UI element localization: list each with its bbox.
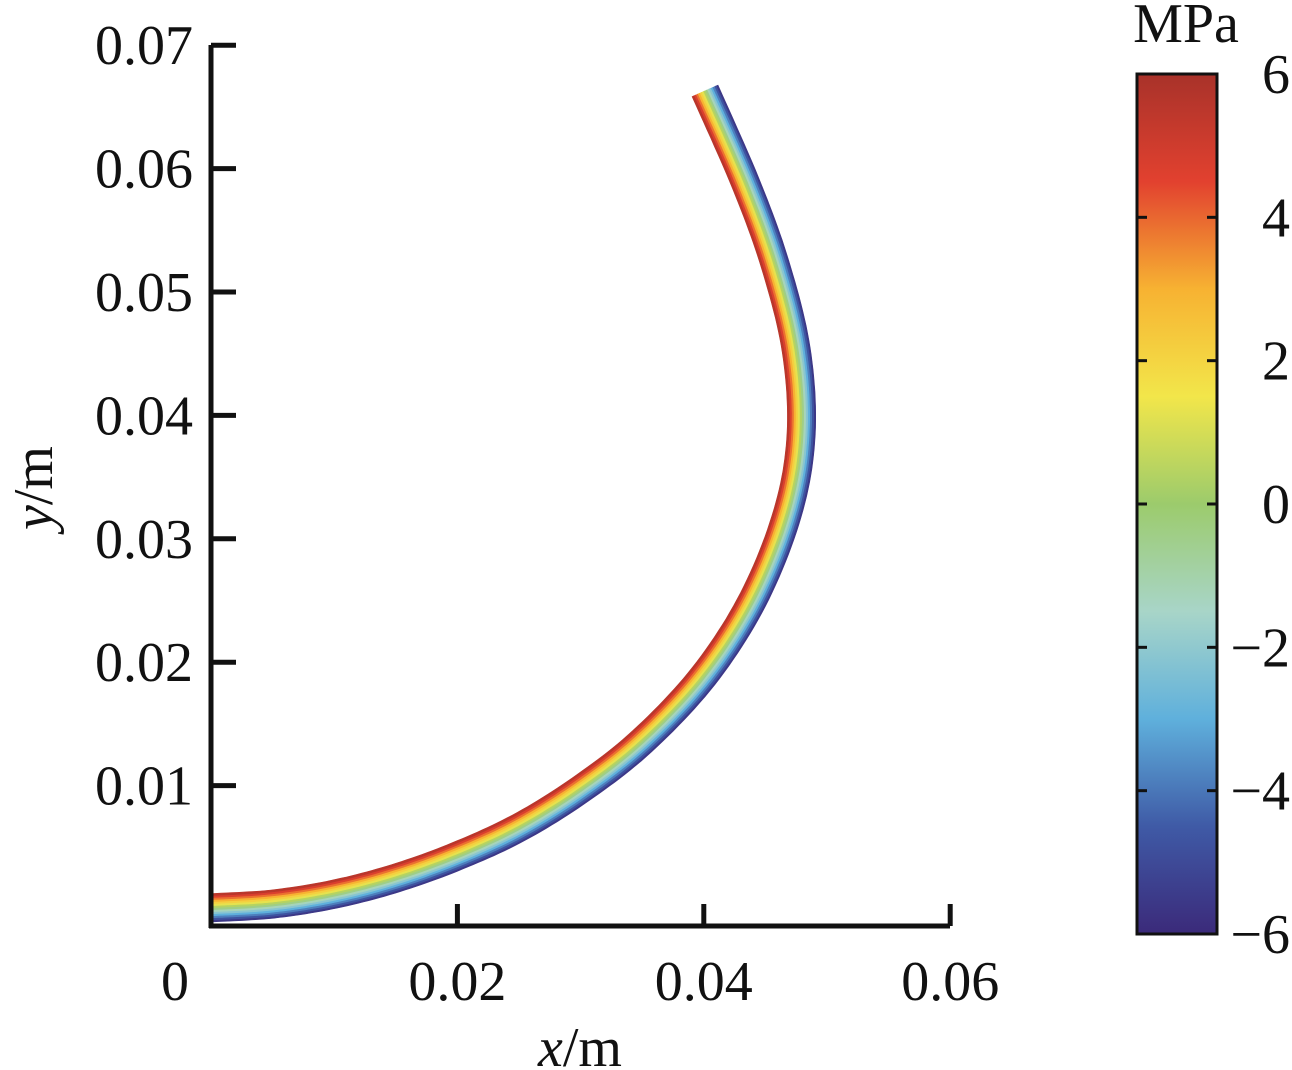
beam-stress-band [211,86,813,919]
beam-stress-band [211,85,815,921]
x-tick-label: 0.02 [408,951,506,1013]
colorbar-tick-label: 2 [1262,331,1290,393]
beam-stress-band [210,88,806,913]
y-tick-label: 0.04 [95,385,193,447]
colorbar-tick-label: 6 [1262,44,1290,106]
beam-stress-band [210,93,794,901]
beam-stress-band [210,88,808,915]
beam-stress-band [210,92,798,905]
y-tick-label: 0.05 [95,262,193,324]
x-axis-label: x/m [537,1017,622,1070]
colorbar-ticks: 6 4 2 0 −2 −4 −6 [1137,44,1290,966]
colorbar-scale [1135,72,1219,936]
colorbar-tick-label: 4 [1262,187,1290,249]
y-ticks: 0.01 0.02 0.03 0.04 0.05 0.06 0.07 [95,15,236,818]
x-tick-label: 0 [161,951,189,1013]
y-tick-label: 0.03 [95,509,193,571]
beam-stress-band [210,87,811,917]
beam-stress-band [211,84,817,923]
x-tick-label: 0.06 [901,951,999,1013]
beam-stress-band [210,92,796,903]
beam-stress-band [210,89,804,911]
beam-stress-band [210,91,800,907]
plot-axes [208,45,950,929]
y-tick-label: 0.06 [95,139,193,201]
beam-stress-band [210,94,792,899]
y-tick-label: 0.02 [95,632,193,694]
colorbar: MPa 6 4 2 0 −2 −4 −6 [1133,0,1290,966]
stress-contour-beam [209,84,817,923]
colorbar-tick-label: −4 [1230,761,1290,823]
colorbar-tick-label: 0 [1262,474,1290,536]
x-ticks: 0 0.02 0.04 0.06 [161,904,999,1013]
y-tick-label: 0.01 [95,756,193,818]
colorbar-tick-label: −6 [1230,904,1290,966]
colorbar-tick-label: −2 [1230,617,1290,679]
colorbar-title: MPa [1133,0,1239,55]
y-tick-label: 0.07 [95,15,193,77]
y-axis-label: y/m [3,446,65,535]
beam-stress-band [209,95,790,896]
beam-stress-band [210,90,802,909]
x-tick-label: 0.04 [655,951,753,1013]
